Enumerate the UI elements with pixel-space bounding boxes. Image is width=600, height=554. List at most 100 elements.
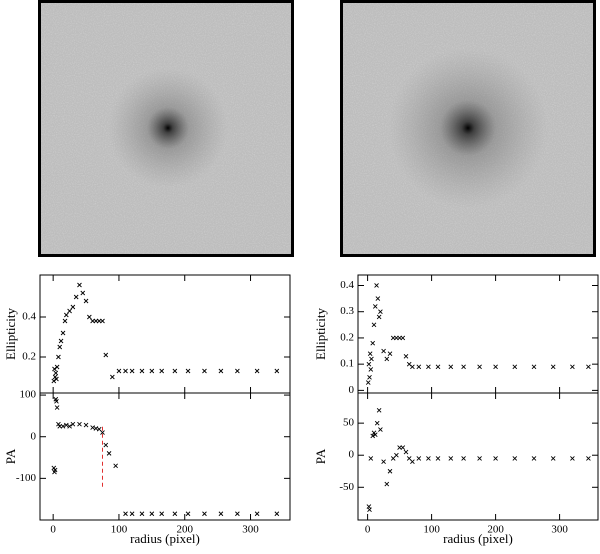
plot-frame [357, 274, 599, 394]
data-point [365, 380, 371, 385]
data-point [400, 445, 406, 450]
data-point [139, 368, 145, 374]
data-point [550, 364, 556, 370]
data-point [512, 364, 518, 370]
data-point [116, 368, 122, 374]
data-point [77, 421, 82, 427]
data-point [378, 309, 383, 315]
data-point [477, 364, 482, 370]
data-point [83, 298, 89, 304]
data-point [254, 511, 260, 517]
data-point [80, 290, 86, 296]
data-point [461, 456, 466, 461]
data-point [416, 456, 422, 461]
data-point [586, 456, 591, 461]
data-point [58, 338, 64, 344]
data-point [586, 364, 591, 370]
data-point [63, 312, 69, 318]
data-point [550, 456, 556, 461]
y-tick-label: 100 [20, 389, 37, 401]
y-tick-label: -100 [16, 472, 37, 484]
data-point [493, 456, 498, 461]
data-point [57, 344, 63, 350]
data-point [62, 318, 68, 324]
data-point [67, 308, 72, 314]
data-point [56, 421, 61, 427]
y-tick-label: 0.2 [340, 331, 354, 343]
data-point [51, 465, 57, 471]
data-point [218, 368, 224, 374]
x-axis-label: radius (pixel) [443, 531, 513, 546]
x-tick-label: 300 [551, 524, 568, 536]
data-point [52, 467, 58, 473]
data-point [123, 511, 128, 517]
y-tick-label: 0 [349, 449, 355, 461]
x-tick-label: 200 [487, 524, 504, 536]
data-point [56, 354, 61, 360]
data-point [410, 459, 415, 464]
data-point [274, 368, 280, 374]
data-point [531, 456, 537, 461]
data-point [381, 348, 386, 354]
data-point [426, 456, 431, 461]
data-point [54, 405, 60, 410]
data-point [100, 318, 105, 324]
plot-frame [39, 392, 291, 521]
y-axis-label: PA [313, 448, 328, 464]
data-point [570, 456, 575, 461]
data-point [77, 282, 82, 288]
data-point [368, 367, 374, 372]
data-point [493, 364, 498, 370]
data-point [375, 296, 381, 301]
data-point [159, 511, 165, 517]
data-point [103, 442, 109, 448]
data-point [218, 511, 224, 517]
y-tick-label: 0.3 [340, 305, 354, 317]
data-point [370, 433, 376, 439]
data-point [570, 364, 575, 370]
data-point [372, 304, 378, 309]
data-point [531, 364, 537, 370]
data-point [448, 364, 454, 370]
data-point [378, 427, 383, 432]
y-tick-label: -50 [339, 481, 354, 493]
data-point [381, 459, 386, 464]
data-point [369, 356, 374, 362]
galaxy-image-right [340, 0, 596, 257]
x-tick-label: 200 [176, 524, 193, 536]
data-point [139, 511, 145, 517]
data-point [54, 364, 60, 370]
data-point [54, 376, 59, 382]
data-point [387, 351, 393, 356]
y-axis-label: Ellipticity [313, 308, 328, 360]
data-point [368, 456, 374, 461]
x-tick-label: 0 [50, 524, 56, 536]
y-tick-label: 0.1 [340, 358, 354, 370]
data-point [403, 353, 409, 359]
data-point [90, 425, 95, 430]
data-point [410, 364, 415, 370]
data-point [149, 511, 155, 517]
data-point [370, 340, 376, 346]
data-point [387, 468, 393, 474]
data-point [93, 426, 99, 431]
data-point [376, 314, 382, 320]
data-point [129, 368, 135, 374]
data-point [63, 422, 69, 428]
data-point [54, 399, 59, 404]
data-point [512, 456, 518, 461]
data-point [106, 451, 112, 456]
data-point [202, 511, 207, 517]
data-point [366, 361, 372, 367]
data-point [129, 511, 135, 517]
data-point [372, 432, 378, 438]
data-point [67, 423, 72, 429]
data-point [235, 511, 240, 517]
data-point [113, 463, 118, 469]
data-point [100, 430, 105, 435]
data-point [461, 364, 466, 370]
y-axis-label: Ellipticity [3, 308, 18, 360]
plot-frame [39, 274, 291, 394]
